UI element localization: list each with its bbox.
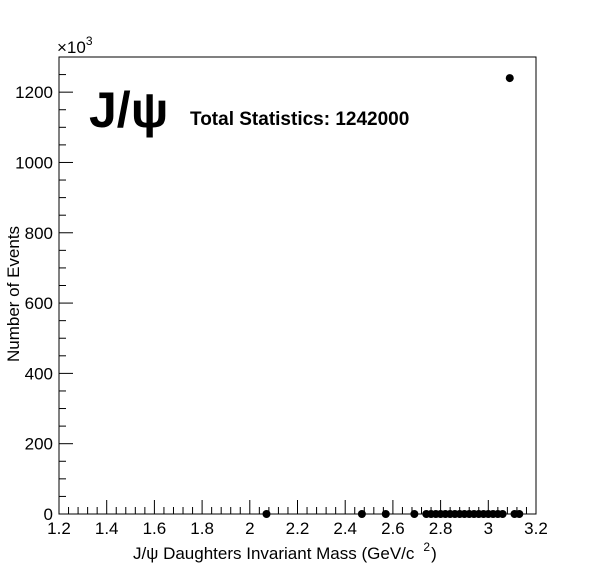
x-tick-label: 3 xyxy=(484,519,493,538)
x-axis-tick-labels: 1.2 1.4 1.6 1.8 2 2.2 2.4 2.6 2.8 3 3.2 xyxy=(47,519,548,538)
x-tick-label: 2.6 xyxy=(381,519,405,538)
data-point xyxy=(358,510,366,518)
data-point xyxy=(262,510,270,518)
y-tick-label: 0 xyxy=(44,505,53,524)
particle-label: J/ψ xyxy=(89,82,168,138)
y-tick-label: 1200 xyxy=(15,83,53,102)
data-point xyxy=(499,510,507,518)
data-point xyxy=(382,510,390,518)
y-axis-title: Number of Events xyxy=(4,226,23,362)
x-tick-label: 3.2 xyxy=(524,519,548,538)
y-tick-label: 1000 xyxy=(15,153,53,172)
total-statistics-label: Total Statistics: 1242000 xyxy=(190,109,409,130)
y-tick-label: 400 xyxy=(25,364,53,383)
y-tick-label: 600 xyxy=(25,294,53,313)
y-tick-label: 800 xyxy=(25,224,53,243)
y-multiplier: ×103 xyxy=(57,34,93,57)
x-tick-label: 2.4 xyxy=(333,519,357,538)
x-axis-title: J/ψ Daughters Invariant Mass (GeV/c 2) xyxy=(133,540,437,563)
x-tick-label: 1.4 xyxy=(95,519,119,538)
x-tick-label: 2.8 xyxy=(429,519,453,538)
data-point xyxy=(410,510,418,518)
data-points xyxy=(262,74,523,518)
y-axis-ticks xyxy=(59,57,73,514)
x-tick-label: 2 xyxy=(245,519,254,538)
x-tick-label: 1.6 xyxy=(143,519,167,538)
data-point xyxy=(515,510,523,518)
y-tick-label: 200 xyxy=(25,435,53,454)
x-tick-label: 2.2 xyxy=(286,519,310,538)
x-tick-label: 1.8 xyxy=(190,519,214,538)
data-point xyxy=(506,74,514,82)
